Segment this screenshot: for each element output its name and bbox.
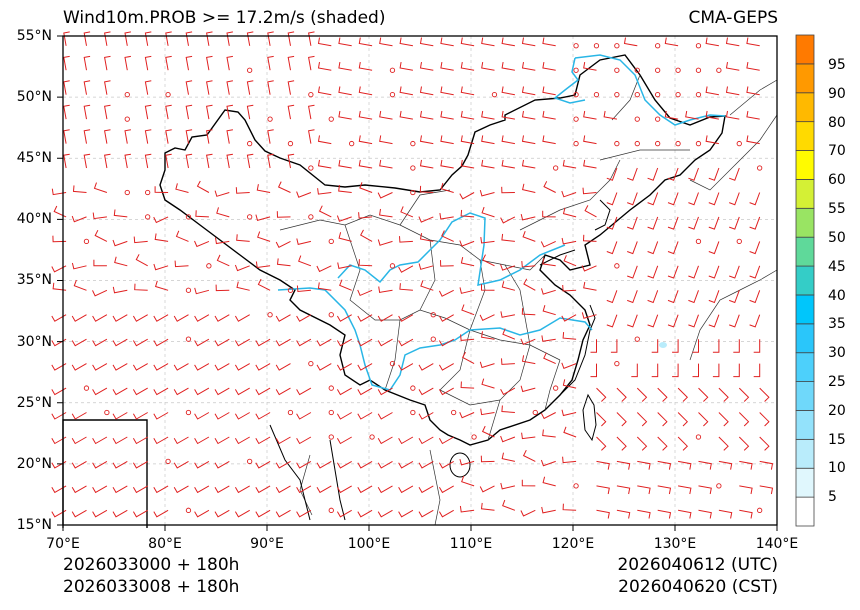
x-tick-label: 110°E — [449, 536, 493, 552]
colorbar-label: 90 — [828, 86, 846, 102]
valid-time-utc: 2026040612 (UTC) — [617, 555, 778, 575]
colorbar-label: 55 — [828, 201, 846, 217]
colorbar-label: 60 — [828, 172, 846, 188]
x-tick-label: 120°E — [551, 536, 595, 552]
y-tick-label: 55°N — [16, 28, 52, 44]
colorbar-label: 40 — [828, 288, 846, 304]
x-tick-label: 90°E — [250, 536, 284, 552]
x-tick-label: 80°E — [148, 536, 182, 552]
x-tick-label: 100°E — [347, 536, 391, 552]
y-tick-label: 45°N — [16, 150, 52, 166]
colorbar-label: 30 — [828, 345, 846, 361]
probability-shading — [659, 342, 667, 348]
colorbar-label: 95 — [828, 57, 846, 73]
colorbar-label: 10 — [828, 460, 846, 476]
colorbar-label: 35 — [828, 316, 846, 332]
colorbar — [795, 34, 815, 527]
y-tick-label: 20°N — [16, 456, 52, 472]
x-tick-label: 130°E — [653, 536, 697, 552]
colorbar-label: 5 — [828, 489, 837, 505]
chart-title: Wind10m.PROB >= 17.2m/s (shaded) — [63, 8, 386, 28]
x-tick-label: 140°E — [755, 536, 799, 552]
y-tick-label: 25°N — [16, 395, 52, 411]
colorbar-label: 45 — [828, 259, 846, 275]
colorbar-label: 20 — [828, 403, 846, 419]
y-tick-label: 50°N — [16, 89, 52, 105]
colorbar-label: 50 — [828, 230, 846, 246]
x-tick-label: 70°E — [46, 536, 80, 552]
init-time-utc: 2026033000 + 180h — [63, 555, 240, 575]
y-tick-label: 35°N — [16, 272, 52, 288]
axis-ticks — [57, 35, 778, 531]
y-tick-label: 40°N — [16, 211, 52, 227]
valid-time-cst: 2026040620 (CST) — [618, 577, 778, 597]
y-tick-label: 15°N — [16, 517, 52, 533]
y-tick-label: 30°N — [16, 334, 52, 350]
init-time-cst: 2026033008 + 180h — [63, 577, 240, 597]
model-name: CMA-GEPS — [688, 8, 778, 28]
wind-barbs — [51, 31, 774, 519]
country-borders — [62, 54, 726, 528]
colorbar-label: 70 — [828, 143, 846, 159]
colorbar-label: 80 — [828, 115, 846, 131]
colorbar-label: 15 — [828, 432, 846, 448]
gridlines — [63, 36, 777, 525]
colorbar-label: 25 — [828, 374, 846, 390]
